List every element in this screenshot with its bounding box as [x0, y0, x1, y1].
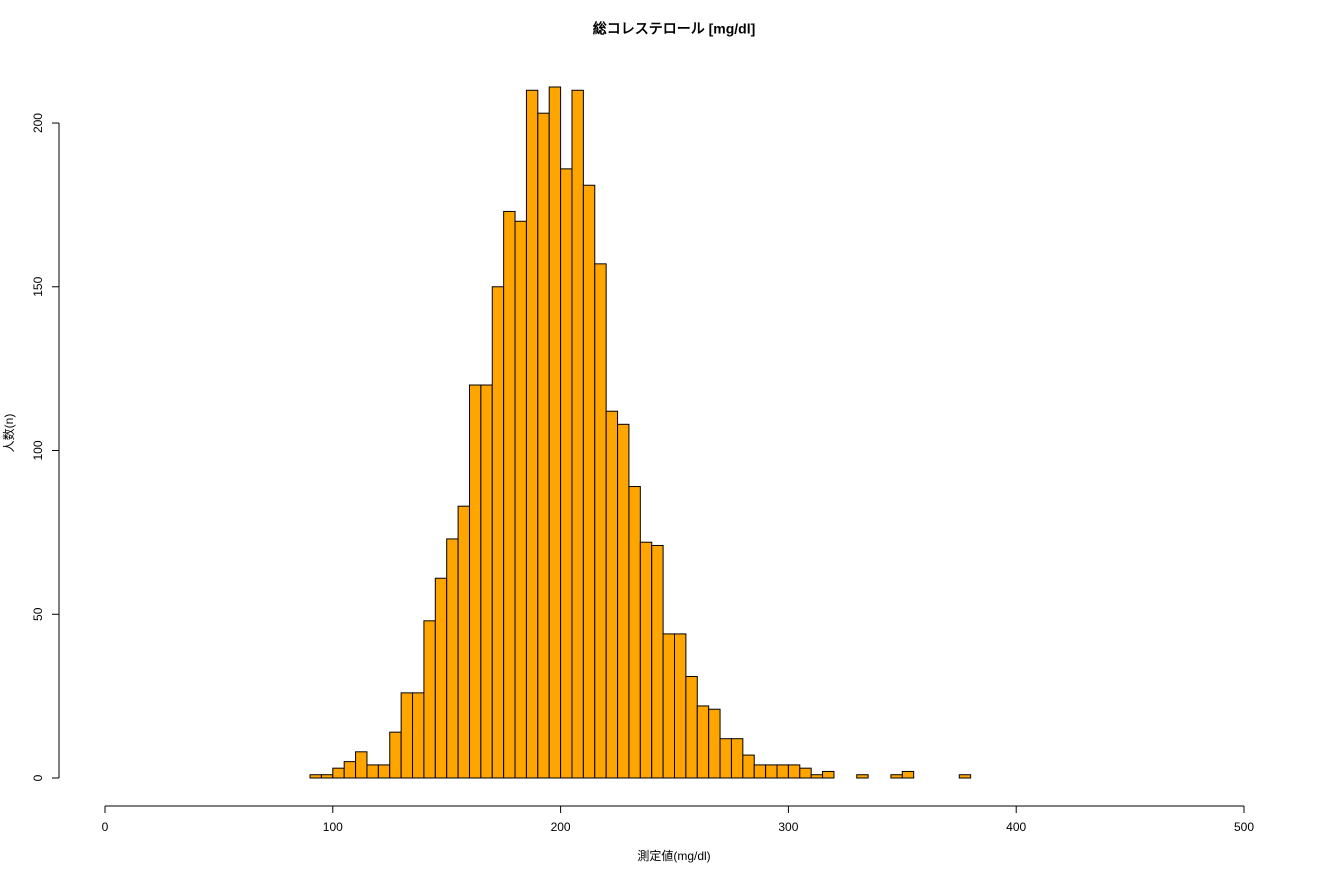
- bar: [901, 770, 915, 779]
- bar: [765, 764, 778, 779]
- bar: [651, 544, 664, 779]
- bar: [320, 774, 334, 779]
- bar: [446, 538, 459, 779]
- bar: [685, 675, 698, 779]
- bar: [639, 541, 653, 779]
- bar: [787, 764, 801, 779]
- bar: [400, 692, 414, 779]
- bar: [480, 384, 493, 779]
- bar: [730, 738, 744, 779]
- bar: [503, 210, 516, 779]
- bar: [309, 774, 322, 779]
- bar: [822, 770, 835, 779]
- x-tick-label: 200: [551, 820, 571, 834]
- bar: [366, 764, 379, 779]
- bar: [856, 774, 869, 779]
- bar: [355, 751, 368, 779]
- bar: [742, 754, 755, 779]
- bar: [810, 774, 824, 779]
- bar: [389, 731, 402, 779]
- bar: [662, 633, 675, 779]
- x-tick-label: 0: [102, 820, 109, 834]
- bar: [674, 633, 687, 779]
- bar: [377, 764, 391, 779]
- bar: [434, 577, 448, 779]
- x-tick-label: 300: [778, 820, 798, 834]
- bar: [332, 767, 345, 779]
- bar: [708, 708, 721, 779]
- bar: [890, 774, 903, 779]
- bar: [537, 112, 550, 779]
- bar: [776, 764, 789, 779]
- y-tick-label: 200: [31, 113, 45, 133]
- bar: [617, 423, 630, 779]
- bar: [343, 761, 357, 779]
- bar: [582, 184, 596, 779]
- bar: [468, 384, 482, 779]
- x-tick-label: 400: [1006, 820, 1026, 834]
- bar: [696, 705, 710, 779]
- bar: [491, 286, 505, 779]
- y-tick-label: 150: [31, 276, 45, 296]
- y-axis-label: 人数(n): [1, 414, 16, 453]
- chart-title: 総コレステロール [mg/dl]: [593, 21, 756, 37]
- y-tick-label: 50: [31, 607, 45, 621]
- bar: [628, 486, 641, 779]
- bar: [594, 263, 607, 779]
- x-tick-label: 100: [323, 820, 343, 834]
- bar: [719, 738, 732, 779]
- bar: [571, 89, 584, 779]
- x-tick-label: 500: [1234, 820, 1254, 834]
- bar: [423, 620, 436, 779]
- bar: [605, 410, 619, 779]
- bar: [514, 220, 527, 779]
- bar: [799, 767, 812, 779]
- bar: [525, 89, 539, 779]
- bar: [560, 168, 573, 779]
- bar: [753, 764, 767, 779]
- bar: [958, 774, 972, 779]
- y-tick-label: 100: [31, 440, 45, 460]
- y-tick-label: 0: [31, 774, 45, 781]
- bar: [412, 692, 425, 779]
- bar: [457, 505, 470, 779]
- bar: [548, 86, 562, 779]
- x-axis-label: 測定値(mg/dl): [637, 848, 710, 863]
